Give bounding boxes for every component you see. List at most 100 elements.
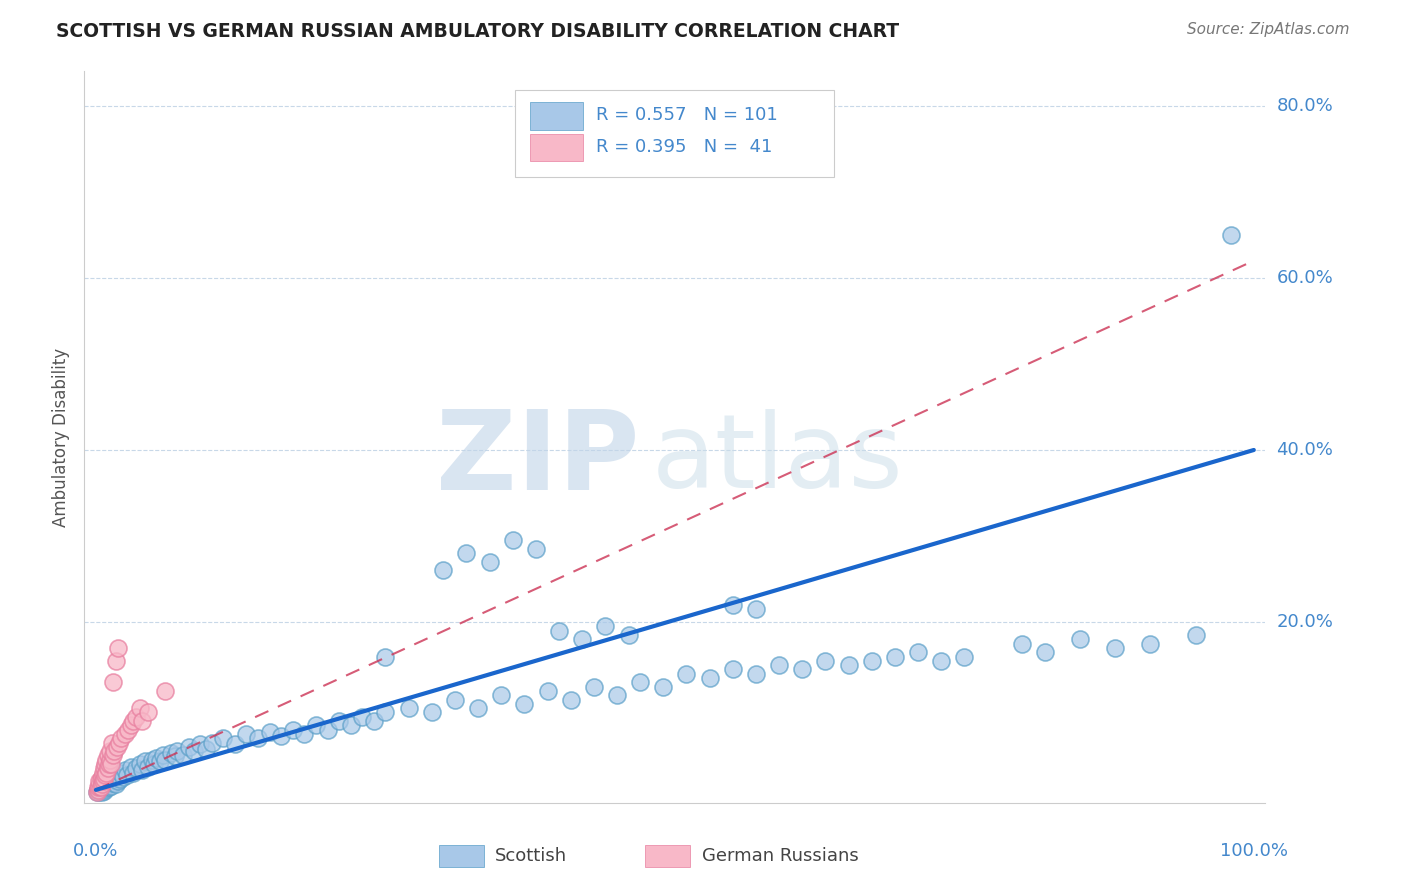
Point xyxy=(270,729,292,743)
Point xyxy=(721,662,744,676)
Point xyxy=(201,735,224,749)
Text: 100.0%: 100.0% xyxy=(1220,842,1288,860)
Point xyxy=(131,714,153,728)
Point xyxy=(94,768,117,782)
Text: ZIP: ZIP xyxy=(436,406,640,513)
Point xyxy=(89,779,111,793)
Point xyxy=(122,765,145,780)
Point xyxy=(96,779,118,793)
Point xyxy=(374,706,396,720)
Point xyxy=(172,748,194,763)
Point xyxy=(90,777,112,791)
Point xyxy=(177,739,200,754)
Point xyxy=(103,675,125,690)
Point xyxy=(194,742,217,756)
Point xyxy=(160,746,183,760)
Point xyxy=(183,744,205,758)
Point xyxy=(141,753,163,767)
Point xyxy=(745,602,768,616)
Point xyxy=(432,564,454,578)
Point xyxy=(456,546,478,560)
Point xyxy=(87,780,110,795)
Point xyxy=(87,783,110,797)
Point xyxy=(352,710,374,724)
Point xyxy=(582,680,605,694)
Point xyxy=(166,744,188,758)
Point xyxy=(1011,637,1033,651)
Point xyxy=(86,785,108,799)
Point xyxy=(108,735,131,749)
Point xyxy=(125,710,148,724)
Point xyxy=(96,780,118,795)
Point xyxy=(90,783,112,797)
Point xyxy=(489,688,512,702)
Point xyxy=(101,735,124,749)
Point xyxy=(93,783,115,797)
Point xyxy=(89,784,111,798)
Point xyxy=(675,666,697,681)
Point xyxy=(281,723,304,737)
Point xyxy=(91,780,114,795)
Point xyxy=(111,770,134,784)
Point xyxy=(96,753,118,767)
Point xyxy=(768,658,790,673)
Point xyxy=(502,533,524,548)
Text: R = 0.395   N =  41: R = 0.395 N = 41 xyxy=(596,137,772,156)
Point xyxy=(101,774,124,789)
Point xyxy=(96,774,118,789)
Point xyxy=(548,624,571,638)
Point xyxy=(94,757,117,772)
Y-axis label: Ambulatory Disability: Ambulatory Disability xyxy=(52,348,70,526)
Point xyxy=(907,645,929,659)
Point xyxy=(1139,637,1161,651)
Point xyxy=(93,780,115,794)
Point xyxy=(1219,227,1241,242)
Point xyxy=(149,755,172,769)
Point xyxy=(96,748,118,763)
Point xyxy=(98,744,121,758)
Text: Scottish: Scottish xyxy=(495,847,568,865)
Point xyxy=(628,675,651,690)
Point xyxy=(131,763,153,777)
Point xyxy=(1069,632,1091,647)
Point xyxy=(398,701,420,715)
Bar xyxy=(530,102,582,130)
Point xyxy=(89,774,111,789)
Point xyxy=(292,727,315,741)
Point xyxy=(114,763,136,777)
Text: SCOTTISH VS GERMAN RUSSIAN AMBULATORY DISABILITY CORRELATION CHART: SCOTTISH VS GERMAN RUSSIAN AMBULATORY DI… xyxy=(56,22,900,41)
Point xyxy=(136,759,159,773)
Point xyxy=(86,785,108,799)
Bar xyxy=(439,846,484,867)
Point xyxy=(155,684,177,698)
Point xyxy=(838,658,860,673)
Point xyxy=(524,541,547,556)
Point xyxy=(100,779,122,793)
Point xyxy=(560,692,582,706)
Point xyxy=(478,555,501,569)
Point xyxy=(103,744,125,758)
Point xyxy=(96,777,118,791)
Point xyxy=(152,748,174,763)
Point xyxy=(745,666,768,681)
Point xyxy=(120,718,142,732)
Point xyxy=(363,714,385,728)
Point xyxy=(105,770,128,784)
Point xyxy=(93,761,115,775)
Point xyxy=(155,753,177,767)
Point xyxy=(93,772,115,786)
Point xyxy=(1104,640,1126,655)
Point xyxy=(374,649,396,664)
Point xyxy=(420,706,443,720)
Point xyxy=(136,706,159,720)
Text: Source: ZipAtlas.com: Source: ZipAtlas.com xyxy=(1187,22,1350,37)
Point xyxy=(142,757,165,772)
Point xyxy=(652,680,675,694)
Point xyxy=(212,731,235,746)
Point xyxy=(90,780,112,795)
Point xyxy=(224,737,246,751)
Point xyxy=(114,727,136,741)
Point xyxy=(699,671,721,685)
Point xyxy=(110,772,132,786)
Point xyxy=(108,768,131,782)
